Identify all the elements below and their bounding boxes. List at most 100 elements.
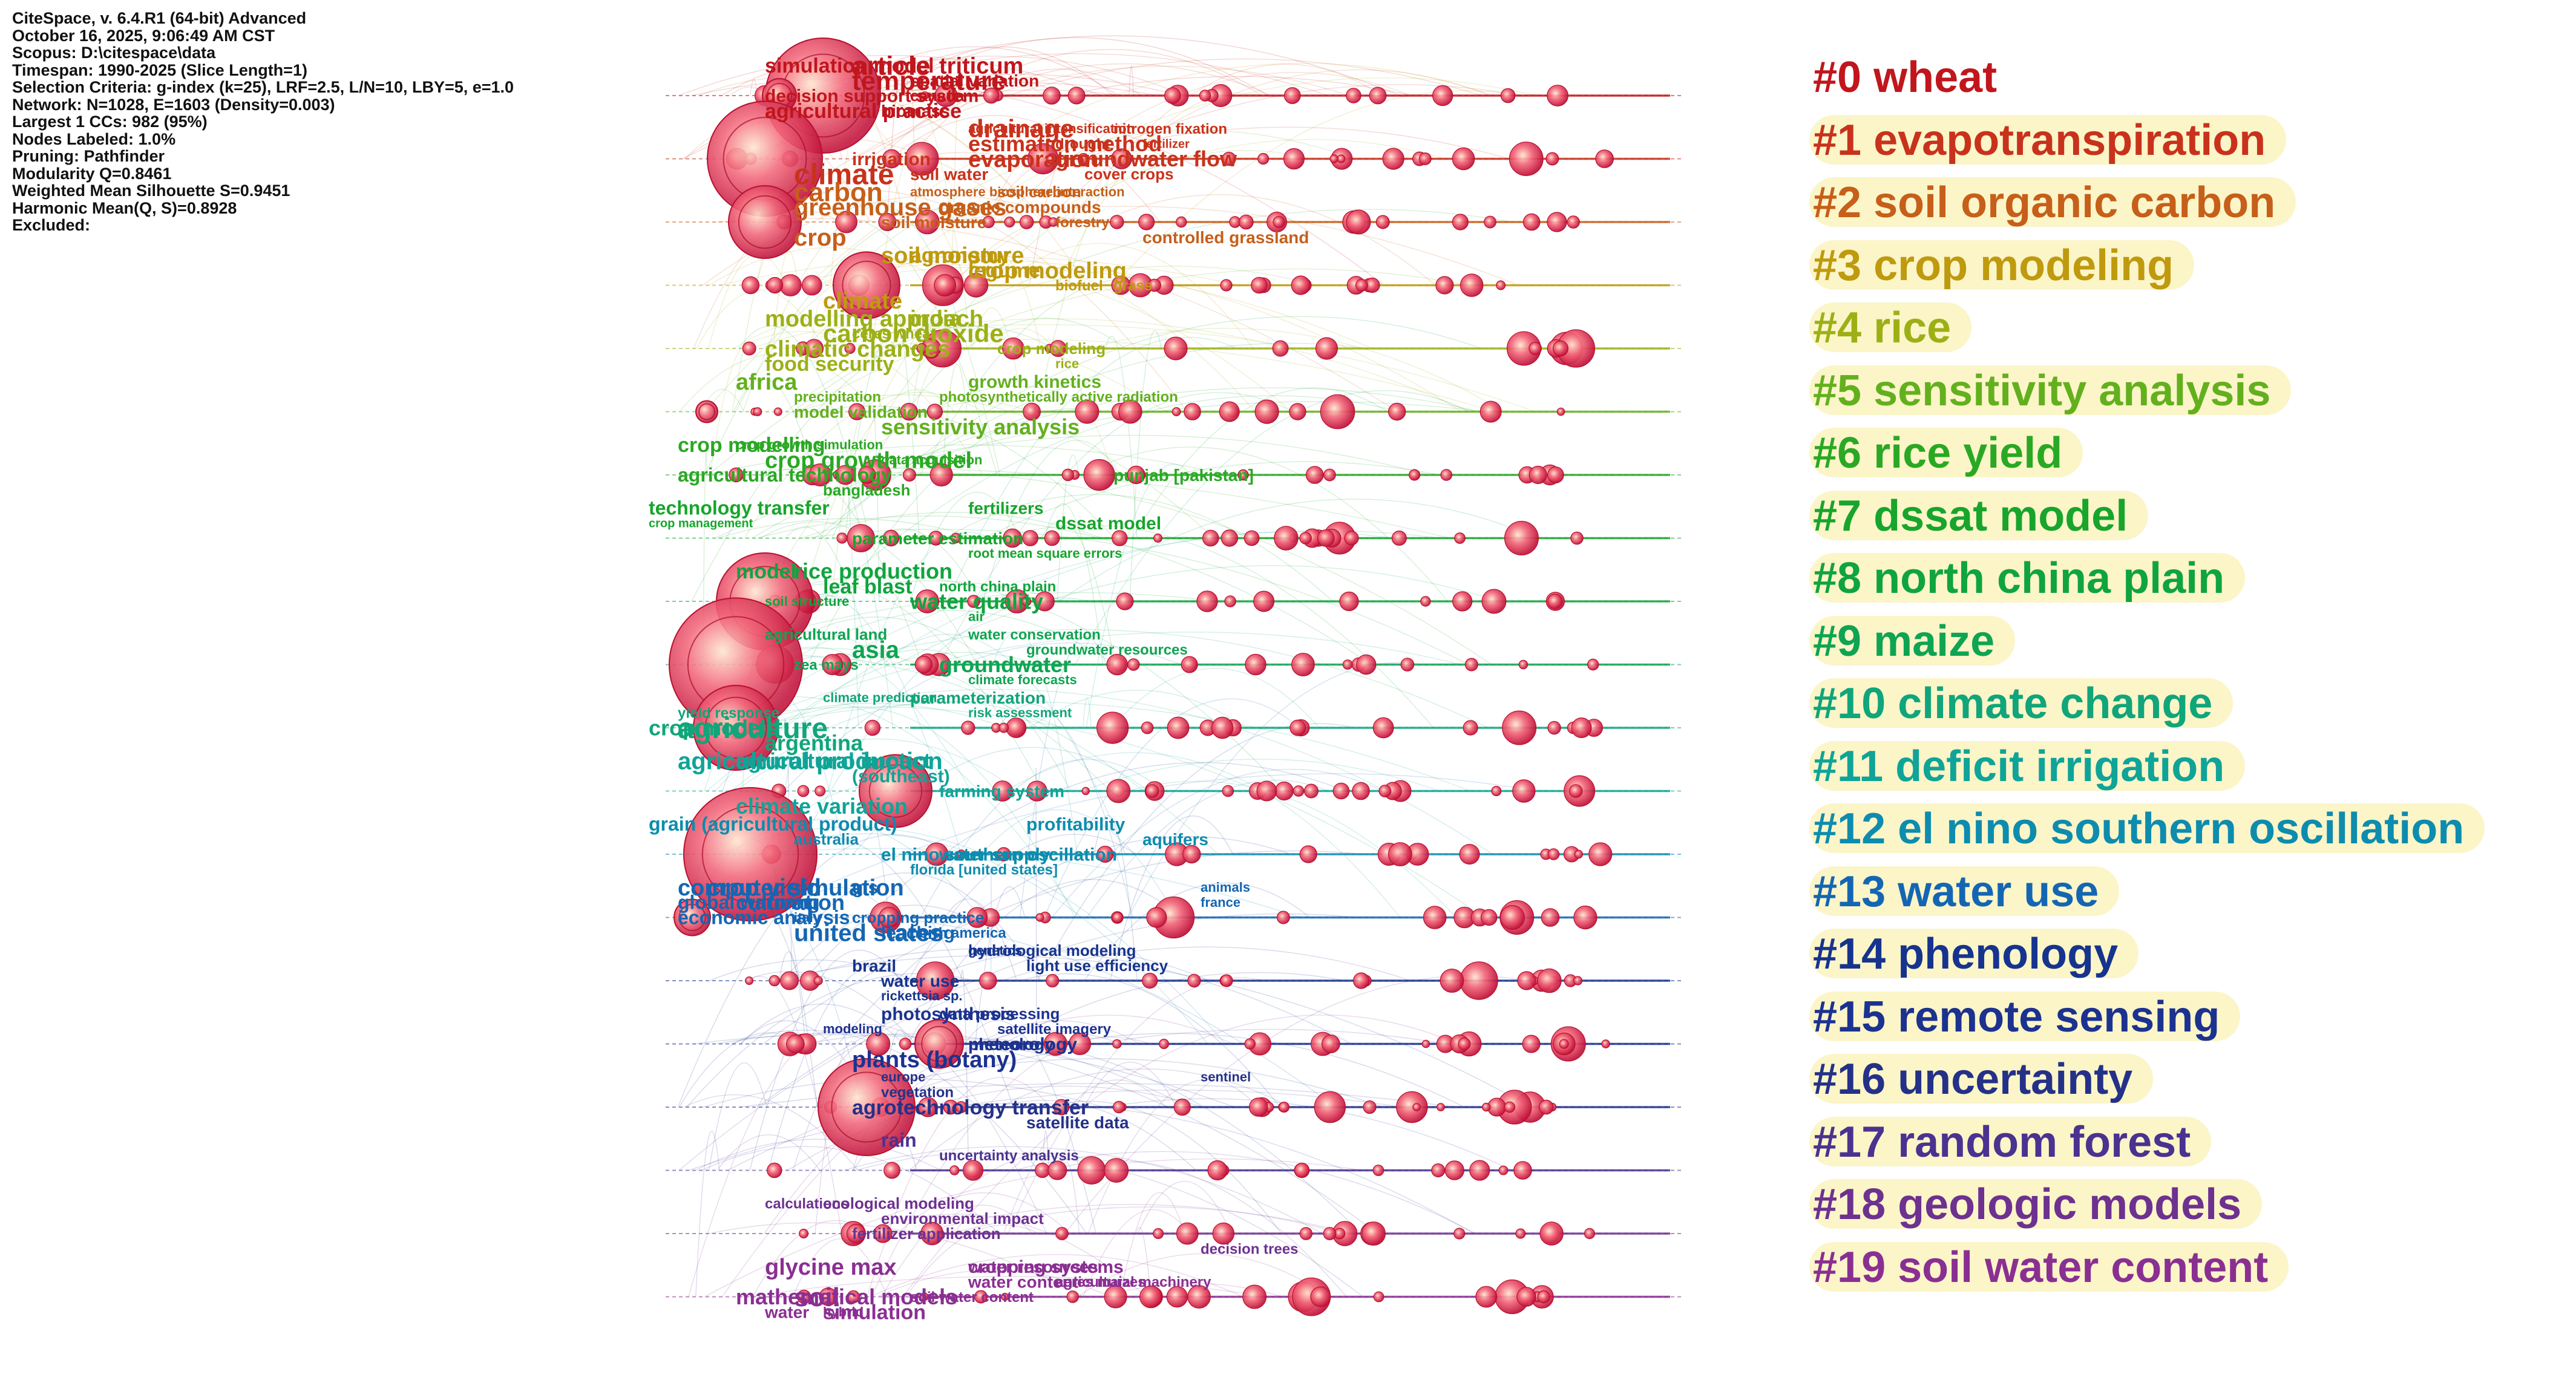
cited-node (1111, 148, 1132, 169)
citation-link (971, 307, 1024, 412)
citation-link (691, 325, 1054, 602)
cited-node (873, 1224, 893, 1243)
cited-node (1496, 280, 1506, 290)
cited-node (1423, 906, 1447, 929)
legend-highlight (1809, 490, 2149, 540)
citation-link (889, 115, 1161, 223)
legend-label: #7 dssat model (1813, 491, 2128, 540)
info-line: Pruning: Pathfinder (12, 147, 165, 165)
cited-node (878, 213, 897, 232)
citation-link (920, 759, 1163, 918)
citation-link (922, 949, 1210, 981)
cited-node (1111, 275, 1131, 295)
citation-link (717, 518, 980, 539)
cluster-track (666, 520, 1682, 555)
citation-link (1135, 1227, 1152, 1297)
citation-link (869, 63, 1271, 160)
cited-node (1077, 153, 1089, 165)
cited-node (1537, 1290, 1550, 1304)
cited-node (1112, 1100, 1126, 1114)
cited-node (1207, 1160, 1228, 1181)
cited-node (1480, 909, 1498, 926)
cited-node (963, 273, 989, 298)
cited-node (1293, 785, 1305, 797)
cited-node (1372, 717, 1394, 739)
citation-link (1051, 769, 1384, 918)
keyword-label: modelling approach (765, 306, 983, 332)
cited-node (797, 785, 810, 797)
cited-node (1222, 151, 1236, 166)
cited-node (1396, 1091, 1428, 1123)
keyword-label: crop (794, 224, 847, 251)
citation-link (758, 848, 1301, 918)
keyword-label: europe (881, 1070, 925, 1085)
cited-node (1138, 214, 1155, 230)
citation-link (853, 319, 1000, 476)
keyword-label: leaf blast (823, 575, 912, 598)
cited-node (1046, 973, 1060, 988)
cited-node (1504, 1101, 1516, 1113)
citation-link (1029, 126, 1108, 286)
cited-node (1182, 845, 1201, 864)
cited-node (983, 87, 1000, 104)
cited-node (813, 976, 823, 986)
keyword-label: simulation model (765, 54, 934, 77)
cited-node (1153, 1228, 1164, 1239)
cited-node (1314, 1091, 1346, 1123)
keyword-label: cropping practice (852, 909, 984, 927)
cited-node (1055, 1227, 1069, 1240)
legend-highlight (1809, 428, 2083, 477)
cited-node (1310, 1286, 1331, 1307)
keyword-label: soil structure (765, 594, 849, 609)
cited-node (918, 1097, 939, 1117)
hub-node (818, 1058, 916, 1156)
cited-node (1104, 1158, 1129, 1183)
info-line: Selection Criteria: g-index (k=25), LRF=… (12, 78, 514, 96)
cluster-track (666, 1019, 1682, 1069)
keyword-label: agronomy (910, 244, 1009, 267)
cited-node (1283, 87, 1301, 104)
legend-entry: #0 wheat (1809, 47, 2572, 110)
cited-node (1391, 530, 1407, 546)
citation-link (695, 1139, 942, 1171)
cited-node (1481, 589, 1507, 614)
citation-link (883, 82, 1157, 96)
citation-link (1001, 243, 1254, 349)
cited-node (1342, 659, 1353, 670)
info-line: Scopus: D:\citespace\data (12, 44, 216, 62)
citation-link (884, 37, 1269, 96)
cited-node (900, 402, 918, 421)
cited-node (1512, 779, 1536, 803)
cited-node (916, 343, 928, 354)
citation-link (738, 331, 983, 476)
citation-link (785, 526, 873, 665)
citation-link (740, 1003, 905, 1045)
hub-node (683, 787, 818, 921)
cited-node (878, 906, 900, 928)
cited-node (1053, 1099, 1070, 1116)
keyword-label: water resources (968, 1257, 1098, 1276)
keyword-label: soil water (910, 165, 988, 183)
citation-link (807, 408, 1104, 665)
keyword-label: drought (1055, 136, 1110, 152)
cited-node (1547, 593, 1563, 609)
citation-link (813, 462, 894, 728)
cited-node (1141, 721, 1154, 734)
keyword-label: cropping systems (968, 1257, 1124, 1277)
keyword-label: france (1201, 895, 1240, 910)
cited-node (1211, 716, 1234, 739)
citation-link (722, 1015, 1233, 1297)
legend-entry: #4 rice (1809, 298, 2572, 361)
legend-label: #12 el nino southern oscillation (1813, 805, 2465, 853)
cited-node (925, 842, 949, 866)
citation-link (709, 1222, 1084, 1298)
legend-label: #5 sensitivity analysis (1813, 366, 2271, 415)
citation-link (704, 208, 1005, 476)
keyword-label: rice (1055, 356, 1079, 371)
cited-node (1172, 407, 1181, 416)
citation-link (756, 395, 1400, 665)
keyword-label: ceres maizes (1055, 1274, 1145, 1290)
citation-link (827, 532, 990, 791)
network-info: CiteSpace, v. 6.4.R1 (64-bit) Advanced Oc… (12, 10, 514, 234)
cited-node (1061, 468, 1075, 482)
